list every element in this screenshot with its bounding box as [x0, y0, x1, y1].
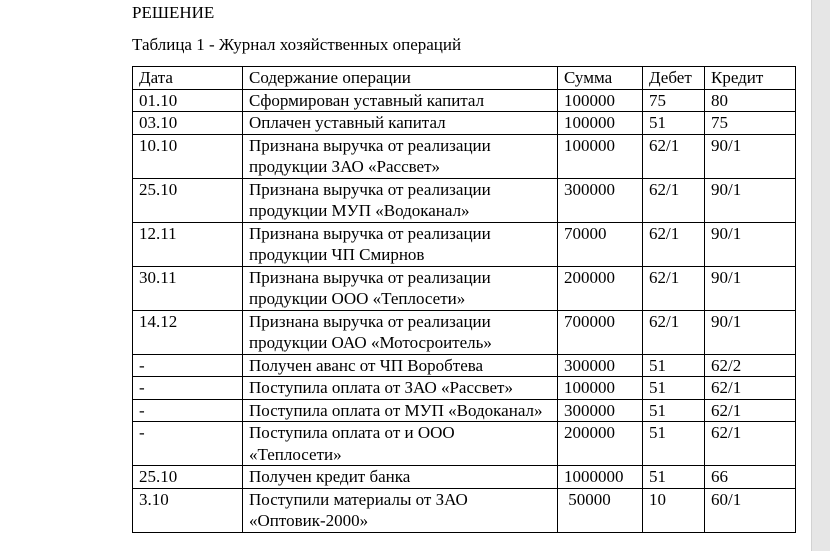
row-sum: 100000: [557, 111, 643, 135]
table-row: - Поступила оплата от ЗАО «Рассвет» 100000…: [132, 376, 796, 400]
row-description: Поступила оплата от и ООО «Теплосети»: [242, 421, 558, 466]
row-credit: 62/1: [704, 398, 796, 422]
window-edge-scrollbar[interactable]: [811, 0, 830, 551]
row-sum: 300000: [557, 177, 643, 223]
row-credit: 80: [704, 88, 796, 112]
table-caption: Таблица 1 - Журнал хозяйственных операци…: [132, 35, 462, 54]
row-description: Сформирован уставный капитал: [242, 88, 558, 112]
row-date: -: [132, 398, 243, 422]
table-row: - Поступила оплата от и ООО «Теплосети» 20…: [132, 421, 796, 466]
row-date: 12.11: [132, 221, 243, 267]
row-debit: 62/1: [642, 309, 705, 355]
row-date: 10.10: [132, 133, 243, 179]
row-sum: 70000: [557, 221, 643, 267]
header-sum: Сумма: [557, 66, 643, 90]
row-sum: 300000: [557, 398, 643, 422]
row-description: Поступили материалы от ЗАО «Оптовик-2000…: [242, 487, 558, 533]
row-date: 25.10: [132, 177, 243, 223]
document-heading: РЕШЕНИЕ: [132, 3, 215, 22]
row-debit: 51: [642, 111, 705, 135]
table-row: 25.10 Получен кредит банка 1000000 51 66: [132, 465, 796, 489]
row-sum: 50000: [557, 487, 643, 533]
row-debit: 62/1: [642, 265, 705, 311]
row-date: 3.10: [132, 487, 243, 533]
table-row: 3.10 Поступили материалы от ЗАО «Оптовик-…: [132, 487, 796, 533]
table-row: 30.11 Признана выручка от реализации прод…: [132, 265, 796, 311]
row-debit: 62/1: [642, 177, 705, 223]
row-debit: 51: [642, 465, 705, 489]
row-date: -: [132, 421, 243, 466]
row-debit: 51: [642, 376, 705, 400]
row-credit: 90/1: [704, 265, 796, 311]
row-credit: 62/1: [704, 376, 796, 400]
table-row: 03.10 Оплачен уставный капитал 100000 51 75: [132, 111, 796, 135]
row-credit: 75: [704, 111, 796, 135]
row-date: 14.12: [132, 309, 243, 355]
operations-journal-table: Дата Содержание операции Сумма Дебет Кре…: [132, 66, 796, 533]
row-credit: 60/1: [704, 487, 796, 533]
table-row: - Получен аванс от ЧП Воробтева 300000 51 62…: [132, 353, 796, 377]
row-description: Получен кредит банка: [242, 465, 558, 489]
row-sum: 100000: [557, 133, 643, 179]
row-description: Признана выручка от реализации продукции…: [242, 133, 558, 179]
row-sum: 100000: [557, 88, 643, 112]
header-credit: Кредит: [704, 66, 796, 90]
row-sum: 300000: [557, 353, 643, 377]
row-description: Поступила оплата от ЗАО «Рассвет»: [242, 376, 558, 400]
row-sum: 1000000: [557, 465, 643, 489]
row-credit: 90/1: [704, 221, 796, 267]
table-header-row: Дата Содержание операции Сумма Дебет Кре…: [132, 66, 796, 90]
table-row: - Поступила оплата от МУП «Водоканал» 3000…: [132, 398, 796, 422]
row-debit: 62/1: [642, 133, 705, 179]
header-description: Содержание операции: [242, 66, 558, 90]
row-date: -: [132, 376, 243, 400]
row-credit: 90/1: [704, 309, 796, 355]
table-row: 14.12 Признана выручка от реализации прод…: [132, 309, 796, 355]
row-sum: 100000: [557, 376, 643, 400]
table-row: 25.10 Признана выручка от реализации прод…: [132, 177, 796, 223]
row-description: Оплачен уставный капитал: [242, 111, 558, 135]
row-credit: 66: [704, 465, 796, 489]
row-date: 03.10: [132, 111, 243, 135]
row-date: 25.10: [132, 465, 243, 489]
row-credit: 90/1: [704, 177, 796, 223]
row-debit: 62/1: [642, 221, 705, 267]
row-date: 30.11: [132, 265, 243, 311]
row-debit: 51: [642, 398, 705, 422]
row-description: Поступила оплата от МУП «Водоканал»: [242, 398, 558, 422]
row-description: Признана выручка от реализации продукции…: [242, 177, 558, 223]
row-sum: 700000: [557, 309, 643, 355]
table-row: 01.10 Сформирован уставный капитал 100000 7…: [132, 88, 796, 112]
row-description: Признана выручка от реализации продукции…: [242, 265, 558, 311]
header-date: Дата: [132, 66, 243, 90]
row-sum: 200000: [557, 265, 643, 311]
row-debit: 75: [642, 88, 705, 112]
header-debit: Дебет: [642, 66, 705, 90]
row-debit: 10: [642, 487, 705, 533]
row-sum: 200000: [557, 421, 643, 466]
row-description: Признана выручка от реализации продукции…: [242, 309, 558, 355]
table-row: 12.11 Признана выручка от реализации прод…: [132, 221, 796, 267]
row-debit: 51: [642, 421, 705, 466]
row-debit: 51: [642, 353, 705, 377]
row-date: -: [132, 353, 243, 377]
row-credit: 62/1: [704, 421, 796, 466]
table-row: 10.10 Признана выручка от реализации прод…: [132, 133, 796, 179]
row-credit: 90/1: [704, 133, 796, 179]
row-description: Признана выручка от реализации продукции…: [242, 221, 558, 267]
row-date: 01.10: [132, 88, 243, 112]
row-credit: 62/2: [704, 353, 796, 377]
row-description: Получен аванс от ЧП Воробтева: [242, 353, 558, 377]
